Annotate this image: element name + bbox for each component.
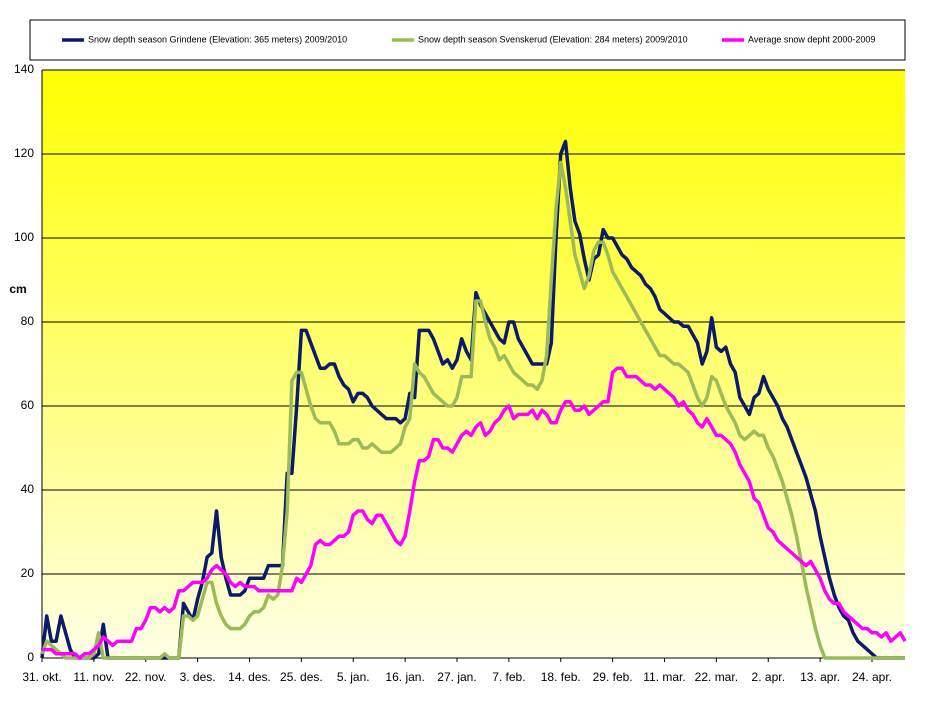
x-tick-label: 24. apr. bbox=[852, 670, 892, 684]
legend: Snow depth season Grindene (Elevation: 3… bbox=[62, 34, 875, 44]
y-tick-label: 20 bbox=[21, 566, 35, 580]
legend-label: Average snow depht 2000-2009 bbox=[748, 34, 875, 44]
x-tick-label: 11. mar. bbox=[643, 670, 685, 684]
y-tick-label: 100 bbox=[14, 230, 34, 244]
legend-box bbox=[29, 19, 906, 61]
x-tick-label: 13. apr. bbox=[800, 670, 840, 684]
x-tick-label: 7. feb. bbox=[492, 670, 525, 684]
x-tick-label: 14. des. bbox=[228, 670, 271, 684]
x-tick-label: 18. feb. bbox=[541, 670, 581, 684]
x-tick-label: 22. nov. bbox=[125, 670, 167, 684]
x-tick-label: 27. jan. bbox=[437, 670, 476, 684]
x-tick-label: 16. jan. bbox=[385, 670, 424, 684]
x-tick-label: 25. des. bbox=[280, 670, 323, 684]
series-line bbox=[42, 366, 907, 660]
y-axis-label: cm bbox=[9, 282, 26, 296]
x-tick-label: 22. mar. bbox=[695, 670, 738, 684]
series-line bbox=[40, 160, 905, 660]
x-tick-label: 29. feb. bbox=[593, 670, 633, 684]
legend-label: Snow depth season Grindene (Elevation: 3… bbox=[88, 34, 347, 44]
y-tick-label: 0 bbox=[27, 650, 34, 664]
x-tick-label: 2. apr. bbox=[752, 670, 785, 684]
grid bbox=[41, 69, 905, 662]
y-tick-label: 120 bbox=[14, 146, 34, 160]
x-tick-label: 11. nov. bbox=[73, 670, 114, 684]
x-tick-label: 31. okt. bbox=[22, 670, 61, 684]
x-tick-label: 5. jan. bbox=[337, 670, 370, 684]
legend-label: Snow depth season Svenskerud (Elevation:… bbox=[418, 34, 688, 44]
y-tick-label: 80 bbox=[21, 314, 35, 328]
series-lines bbox=[40, 139, 907, 660]
y-tick-label: 140 bbox=[14, 62, 34, 76]
y-tick-label: 60 bbox=[21, 398, 35, 412]
y-tick-label: 40 bbox=[21, 482, 35, 496]
x-tick-label: 3. des. bbox=[180, 670, 216, 684]
